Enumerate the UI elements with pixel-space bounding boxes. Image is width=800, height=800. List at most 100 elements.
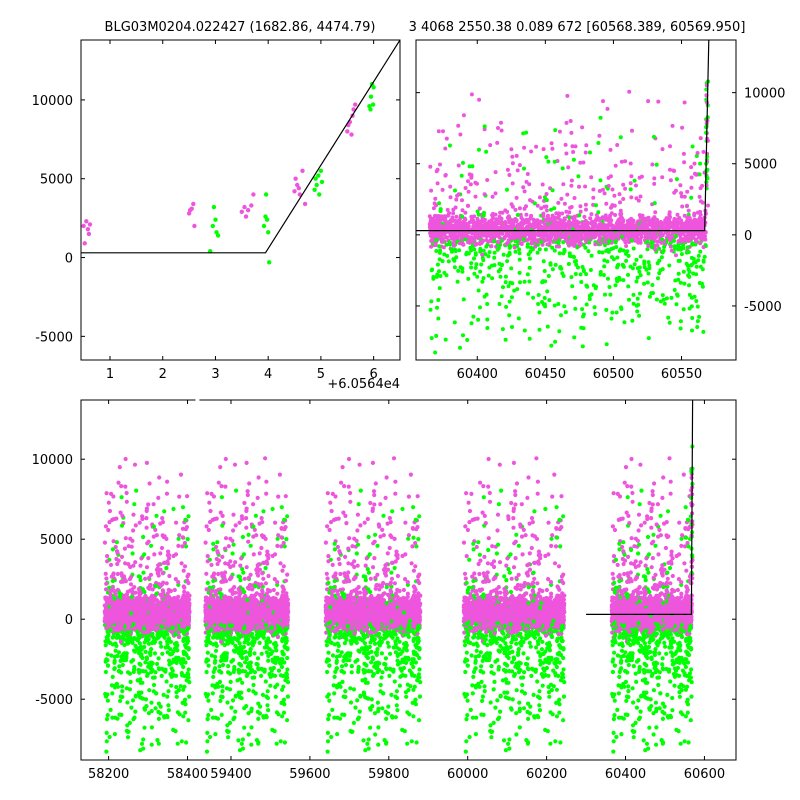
zoom-ytick-label: 5000 <box>40 173 73 188</box>
season-point <box>518 212 523 217</box>
season-point <box>466 189 471 194</box>
full-point <box>147 575 152 580</box>
season-point <box>614 310 619 315</box>
full-point <box>164 491 170 496</box>
season-point <box>646 99 651 104</box>
zoom-point <box>312 187 317 192</box>
season-point <box>461 160 465 165</box>
season-point <box>602 191 607 196</box>
season-point <box>658 220 663 224</box>
season-point <box>461 242 466 247</box>
season-point <box>685 216 690 221</box>
season-point <box>672 169 677 173</box>
season-point <box>514 153 519 158</box>
season-point <box>435 181 440 186</box>
season-point <box>675 212 680 217</box>
season-point <box>611 257 616 262</box>
season-point <box>572 196 577 200</box>
season-point <box>492 255 497 260</box>
full-point <box>167 573 172 579</box>
season-point <box>562 247 567 252</box>
full-point <box>153 670 158 675</box>
season-point <box>541 147 546 152</box>
full-point <box>112 658 117 663</box>
zoom-point <box>213 217 218 222</box>
season-point <box>608 174 613 179</box>
season-point <box>565 239 570 244</box>
season-point <box>505 167 510 172</box>
season-point <box>673 278 678 283</box>
season-point <box>525 272 530 277</box>
season-point <box>515 287 520 292</box>
season-point <box>495 232 500 237</box>
season-point <box>626 272 630 277</box>
season-point <box>667 210 672 215</box>
full-point <box>119 554 125 560</box>
full-point <box>160 651 165 656</box>
season-point <box>605 233 610 238</box>
season-point <box>627 218 632 223</box>
season-point <box>685 203 689 208</box>
season-point <box>460 269 465 274</box>
season-point <box>626 236 631 241</box>
full-point <box>146 597 151 603</box>
season-point <box>697 314 702 319</box>
season-point <box>647 222 652 227</box>
season-point <box>432 201 437 206</box>
season-point <box>463 222 468 227</box>
full-point <box>110 691 115 696</box>
season-point <box>578 272 583 277</box>
season-point <box>591 187 596 192</box>
season-point <box>689 262 694 267</box>
season-point <box>649 291 654 296</box>
season-point <box>535 250 540 255</box>
season-point <box>489 237 493 242</box>
season-point <box>668 178 673 183</box>
season-point <box>646 260 651 265</box>
season-point <box>509 221 514 226</box>
season-point <box>560 211 565 216</box>
zoom-point <box>245 208 251 213</box>
full-point <box>184 525 189 530</box>
season-point <box>642 281 647 286</box>
full-point <box>173 552 179 557</box>
season-point <box>532 225 537 230</box>
season-point <box>445 213 450 218</box>
season-point <box>619 305 623 310</box>
season-point <box>618 200 622 205</box>
season-point <box>588 268 593 272</box>
season-point <box>537 327 542 332</box>
full-point <box>147 481 152 486</box>
season-point <box>672 244 677 249</box>
season-point <box>631 301 636 306</box>
season-point <box>543 279 548 284</box>
full-point <box>108 640 113 646</box>
full-point <box>111 494 116 499</box>
season-point <box>522 328 527 333</box>
season-point <box>441 129 445 134</box>
season-point <box>544 155 549 160</box>
season-point <box>584 143 589 148</box>
season-point <box>660 267 665 272</box>
season-point <box>455 279 460 284</box>
season-point <box>542 269 547 273</box>
season-point <box>682 194 687 199</box>
season-point <box>542 296 547 300</box>
full-point <box>143 660 148 665</box>
season-point <box>499 222 504 227</box>
season-point <box>690 241 695 246</box>
full-point <box>176 594 181 600</box>
season-point <box>635 275 640 280</box>
full-point <box>149 725 154 730</box>
season-point <box>503 337 508 342</box>
season-point <box>654 235 658 240</box>
zoom-xtick-label: 6 <box>369 367 377 382</box>
season-point <box>573 223 578 228</box>
full-point <box>145 607 150 612</box>
season-point <box>443 337 448 342</box>
season-point <box>544 198 549 203</box>
full-point <box>164 679 169 684</box>
full-point <box>104 635 109 640</box>
season-point <box>603 292 607 297</box>
season-point <box>684 261 689 266</box>
